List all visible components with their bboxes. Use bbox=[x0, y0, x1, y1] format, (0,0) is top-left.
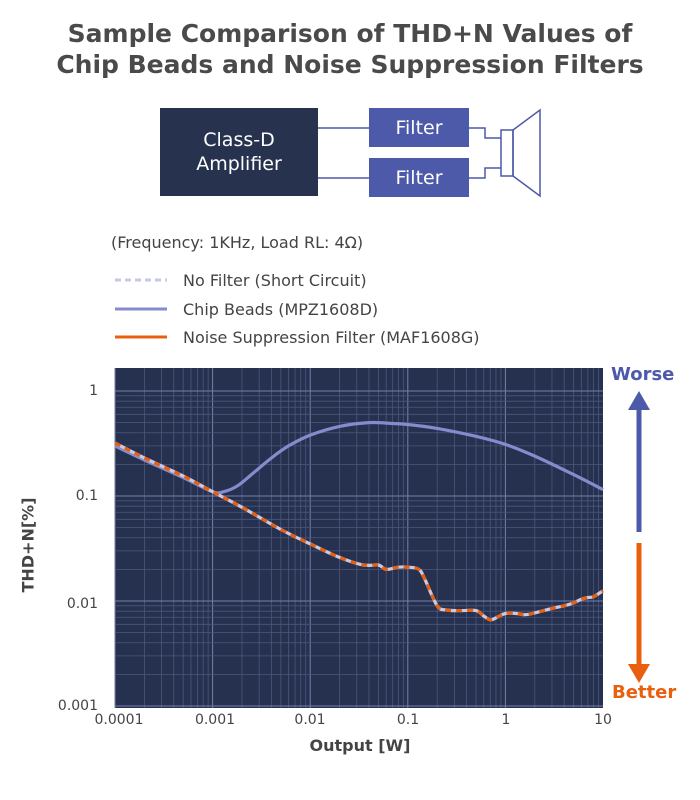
y-axis-label: THD+N[%] bbox=[18, 497, 38, 593]
x-tick-label: 0.001 bbox=[194, 712, 236, 728]
x-tick-label: 10 bbox=[594, 712, 612, 728]
legend-item-chip-beads: Chip Beads (MPZ1608D) bbox=[115, 297, 378, 321]
better-arrow bbox=[628, 543, 650, 683]
x-tick-label: 0.1 bbox=[396, 712, 420, 728]
worse-label: Worse bbox=[611, 364, 675, 385]
series-line-nsf bbox=[114, 441, 604, 622]
test-conditions: (Frequency: 1KHz, Load RL: 4Ω) bbox=[111, 233, 364, 252]
x-tick-label: 1 bbox=[501, 712, 511, 728]
legend-swatch-no-filter bbox=[115, 278, 167, 282]
filter-block-bottom: Filter bbox=[369, 158, 469, 197]
x-tick-label: 0.0001 bbox=[94, 712, 144, 728]
class-d-amplifier-block: Class-D Amplifier bbox=[160, 108, 318, 196]
better-label: Better bbox=[612, 682, 677, 703]
legend-label-nsf: Noise Suppression Filter (MAF1608G) bbox=[183, 327, 480, 347]
legend-swatch-chip-beads bbox=[115, 307, 167, 311]
series-layer bbox=[114, 420, 604, 622]
legend-item-nsf: Noise Suppression Filter (MAF1608G) bbox=[115, 325, 480, 349]
grid-lines bbox=[114, 368, 603, 708]
circuit-diagram-lines bbox=[318, 108, 541, 198]
legend-label-no-filter: No Filter (Short Circuit) bbox=[183, 270, 367, 290]
x-axis-label: Output [W] bbox=[309, 736, 411, 755]
amplifier-label-line2: Amplifier bbox=[196, 153, 282, 175]
y-tick-label: 1 bbox=[89, 383, 98, 399]
chart-title-line2: Chip Beads and Noise Suppression Filters bbox=[56, 50, 644, 79]
legend-label-chip-beads: Chip Beads (MPZ1608D) bbox=[183, 299, 379, 319]
legend-swatch-nsf bbox=[115, 335, 167, 339]
filter-block-top: Filter bbox=[369, 108, 469, 147]
y-tick-label: 0.01 bbox=[66, 596, 98, 612]
y-tick-label: 0.001 bbox=[57, 698, 98, 714]
y-tick-label: 0.1 bbox=[75, 488, 98, 504]
chart-title-line1: Sample Comparison of THD+N Values of bbox=[67, 19, 633, 48]
amplifier-label-line1: Class-D bbox=[203, 129, 275, 151]
legend-item-no-filter: No Filter (Short Circuit) bbox=[115, 268, 367, 292]
x-tick-label: 0.01 bbox=[294, 712, 326, 728]
worse-arrow bbox=[628, 391, 650, 532]
